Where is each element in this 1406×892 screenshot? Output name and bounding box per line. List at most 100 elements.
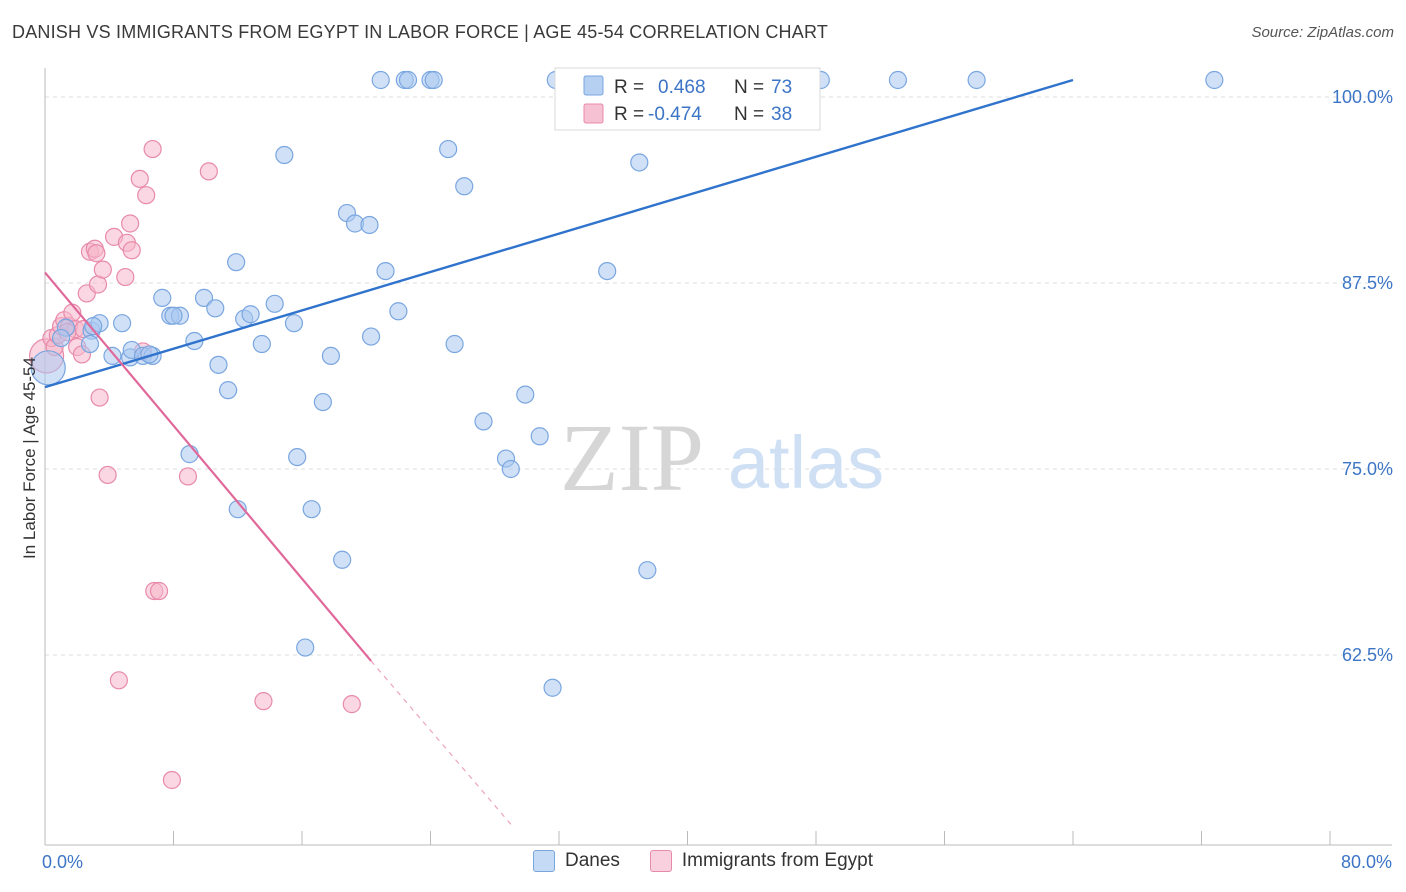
data-points: [29, 70, 1224, 790]
danes-point: [275, 145, 294, 165]
egypt-point: [178, 467, 198, 486]
danes-point: [398, 70, 418, 90]
danes-point: [284, 314, 304, 333]
danes-point: [80, 334, 100, 354]
danes-point: [361, 327, 381, 346]
egypt-point: [87, 244, 106, 263]
stats-r-label-danes: R =: [614, 77, 644, 98]
danes-point: [153, 288, 172, 307]
y-axis-label: In Labor Force | Age 45-54: [20, 357, 39, 559]
stats-n-value-danes: 73: [771, 77, 792, 98]
source-label: Source: ZipAtlas.com: [1251, 24, 1394, 41]
y-tick-label: 62.5%: [1342, 645, 1393, 665]
legend-swatch-danes: [532, 850, 555, 872]
x-tick-label-max: 80.0%: [1340, 852, 1392, 872]
danes-point: [227, 253, 246, 272]
grid-lines: [45, 96, 1390, 656]
legend-item-danes[interactable]: Danes: [532, 850, 620, 872]
egypt-point: [98, 465, 117, 485]
danes-point: [209, 355, 228, 374]
danes-point: [445, 334, 464, 354]
y-tick-label: 100.0%: [1332, 87, 1393, 107]
danes-point: [112, 314, 132, 333]
egypt-point: [199, 162, 218, 181]
legend-label-danes: Danes: [564, 850, 620, 871]
egypt-point: [130, 169, 149, 188]
trend-lines: [44, 78, 1074, 827]
egypt-point: [143, 139, 162, 159]
danes-point: [296, 638, 315, 657]
egypt-trend-extension: [370, 660, 513, 827]
egypt-point: [149, 581, 169, 601]
danes-point: [439, 139, 458, 159]
chart-title: DANISH VS IMMIGRANTS FROM EGYPT IN LABOR…: [12, 22, 829, 42]
stats-n-label-danes: N =: [734, 77, 764, 98]
danes-point: [376, 261, 395, 281]
watermark-atlas: atlas: [728, 421, 884, 504]
danes-point: [241, 305, 260, 324]
danes-point: [265, 294, 284, 313]
danes-point: [638, 561, 657, 580]
danes-trend-line: [44, 78, 1074, 389]
danes-point: [543, 678, 562, 697]
danes-point: [194, 288, 214, 307]
danes-point: [84, 317, 103, 336]
danes-point: [302, 500, 321, 519]
danes-point: [51, 328, 71, 348]
danes-point: [313, 392, 332, 412]
danes-point: [389, 302, 408, 321]
danes-point: [474, 412, 493, 431]
danes-point: [501, 459, 520, 479]
y-tick-labels: 62.5% 75.0% 87.5% 100.0%: [1332, 87, 1393, 665]
danes-point: [103, 346, 122, 366]
danes-point: [321, 346, 341, 366]
watermark: ZIP atlas: [560, 404, 884, 511]
egypt-point: [342, 695, 361, 714]
danes-point: [1205, 70, 1224, 90]
danes-point: [360, 215, 379, 235]
danes-point: [888, 70, 908, 90]
danes-point: [516, 385, 535, 404]
stats-r-value-egypt: -0.474: [648, 104, 702, 125]
legend-item-egypt[interactable]: Immigrants from Egypt: [649, 850, 873, 872]
danes-point: [30, 350, 66, 386]
egypt-point: [93, 260, 112, 279]
egypt-point: [90, 388, 109, 407]
y-tick-label: 87.5%: [1342, 273, 1393, 293]
stats-legend: R = 0.468 N = 73 R = -0.474 N = 38: [554, 67, 821, 131]
stats-r-value-danes: 0.468: [658, 77, 706, 98]
danes-point: [206, 299, 225, 318]
danes-point: [371, 70, 390, 90]
egypt-point: [116, 267, 135, 287]
danes-point: [333, 550, 352, 569]
legend-swatch-egypt: [649, 850, 672, 872]
watermark-zip: ZIP: [560, 404, 704, 511]
danes-point: [967, 70, 986, 90]
stats-n-label-egypt: N =: [734, 104, 764, 125]
danes-point: [219, 381, 238, 400]
danes-point: [288, 447, 307, 467]
danes-point: [252, 334, 271, 354]
stats-swatch-danes: [583, 75, 604, 96]
egypt-point: [109, 671, 128, 690]
egypt-point: [254, 692, 273, 711]
egypt-point: [137, 186, 156, 205]
danes-point: [630, 153, 649, 172]
egypt-trend-line: [44, 271, 372, 662]
egypt-point: [122, 241, 141, 260]
danes-point: [455, 177, 474, 196]
danes-point: [530, 427, 549, 446]
danes-point: [424, 70, 443, 90]
egypt-point: [121, 214, 140, 233]
axes: [44, 68, 1392, 846]
stats-swatch-egypt: [583, 103, 604, 124]
danes-point: [180, 445, 199, 464]
danes-point: [598, 261, 617, 281]
egypt-point: [162, 770, 181, 790]
stats-r-label-egypt: R =: [614, 104, 644, 125]
danes-point: [164, 306, 183, 325]
stats-n-value-egypt: 38: [771, 104, 792, 125]
series-legend: Danes Immigrants from Egypt: [0, 850, 1406, 872]
y-tick-label: 75.0%: [1342, 459, 1393, 479]
